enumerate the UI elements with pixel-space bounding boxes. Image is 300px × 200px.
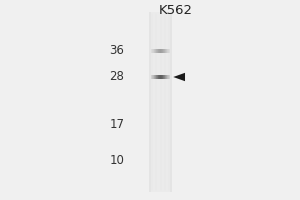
Bar <box>161 75 162 79</box>
Bar <box>169 75 170 79</box>
Bar <box>151 75 152 79</box>
Bar <box>169 49 170 53</box>
Bar <box>164 75 165 79</box>
Text: 17: 17 <box>110 117 124 130</box>
Bar <box>158 75 159 79</box>
Bar <box>154 49 155 53</box>
Bar <box>162 75 163 79</box>
Bar <box>159 49 160 53</box>
Bar <box>156 49 157 53</box>
Text: 28: 28 <box>110 71 124 84</box>
Bar <box>168 49 169 53</box>
Bar <box>165 75 166 79</box>
Bar <box>153 49 154 53</box>
Bar <box>166 75 167 79</box>
Bar <box>149 12 172 192</box>
Polygon shape <box>173 73 185 81</box>
Bar <box>163 75 164 79</box>
Bar <box>154 75 155 79</box>
Bar <box>168 75 169 79</box>
Bar <box>155 75 156 79</box>
Bar <box>152 75 153 79</box>
Bar <box>157 49 158 53</box>
Bar <box>167 75 168 79</box>
Bar <box>151 49 152 53</box>
Bar <box>161 49 162 53</box>
Bar <box>167 49 168 53</box>
Bar <box>159 75 160 79</box>
Bar <box>160 49 161 53</box>
Bar <box>153 75 154 79</box>
Bar <box>169 49 170 53</box>
Bar <box>165 49 166 53</box>
Bar <box>166 49 167 53</box>
Bar <box>163 49 164 53</box>
Bar <box>155 49 156 53</box>
Bar <box>151 12 170 192</box>
Text: 36: 36 <box>110 45 124 58</box>
Bar <box>162 49 163 53</box>
Text: K562: K562 <box>158 4 193 18</box>
Bar <box>164 49 165 53</box>
Bar <box>152 49 153 53</box>
Bar <box>169 75 170 79</box>
Bar <box>157 75 158 79</box>
Bar <box>158 49 159 53</box>
Bar <box>156 75 157 79</box>
Text: 10: 10 <box>110 154 124 166</box>
Bar <box>160 75 161 79</box>
